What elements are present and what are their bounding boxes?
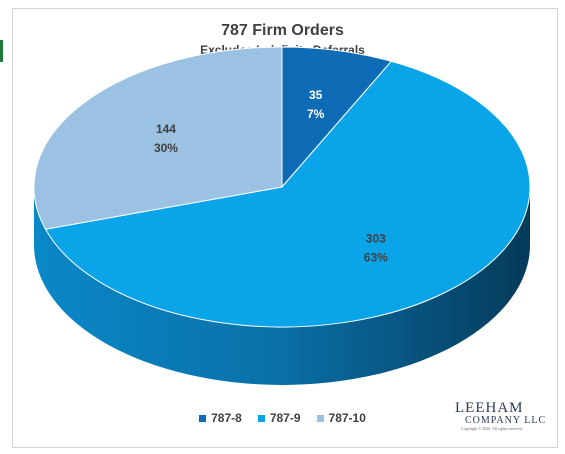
legend-label-787-8: 787-8 (211, 411, 242, 425)
edge-marker (0, 40, 3, 62)
legend-swatch-787-8 (199, 414, 207, 422)
pie-value-787-9: 303 (366, 232, 386, 246)
pie-percent-787-8: 7% (307, 107, 325, 121)
pie-slice-787-10 (33, 46, 283, 230)
legend-label-787-9: 787-9 (269, 411, 301, 425)
legend-swatch-787-9 (257, 414, 265, 422)
logo-copyright: Copyright © 2020, All rights reserved. (461, 426, 523, 431)
logo-line-2: COMPANY LLC (465, 415, 547, 426)
legend-item-787-10: 787-10 (316, 411, 366, 425)
pie-value-787-8: 35 (309, 88, 323, 102)
legend: 787-8 787-9 787-10 (0, 411, 565, 425)
pie-percent-787-10: 30% (154, 141, 178, 155)
pie-percent-787-9: 63% (364, 251, 388, 265)
legend-item-787-8: 787-8 (199, 411, 242, 425)
pie-slice-787-9 (44, 60, 531, 328)
legend-label-787-10: 787-10 (328, 411, 366, 425)
logo-line-1: LEEHAM (455, 400, 524, 416)
legend-item-787-9: 787-9 (257, 411, 301, 425)
pie-side-wall (34, 187, 530, 385)
chart-title: 787 Firm Orders (221, 22, 344, 39)
pie-value-787-10: 144 (156, 122, 176, 136)
leeham-logo: LEEHAM COMPANY LLC Copyright © 2020, All… (455, 400, 547, 440)
pie-slice-787-8 (281, 46, 393, 189)
legend-swatch-787-10 (316, 414, 324, 422)
